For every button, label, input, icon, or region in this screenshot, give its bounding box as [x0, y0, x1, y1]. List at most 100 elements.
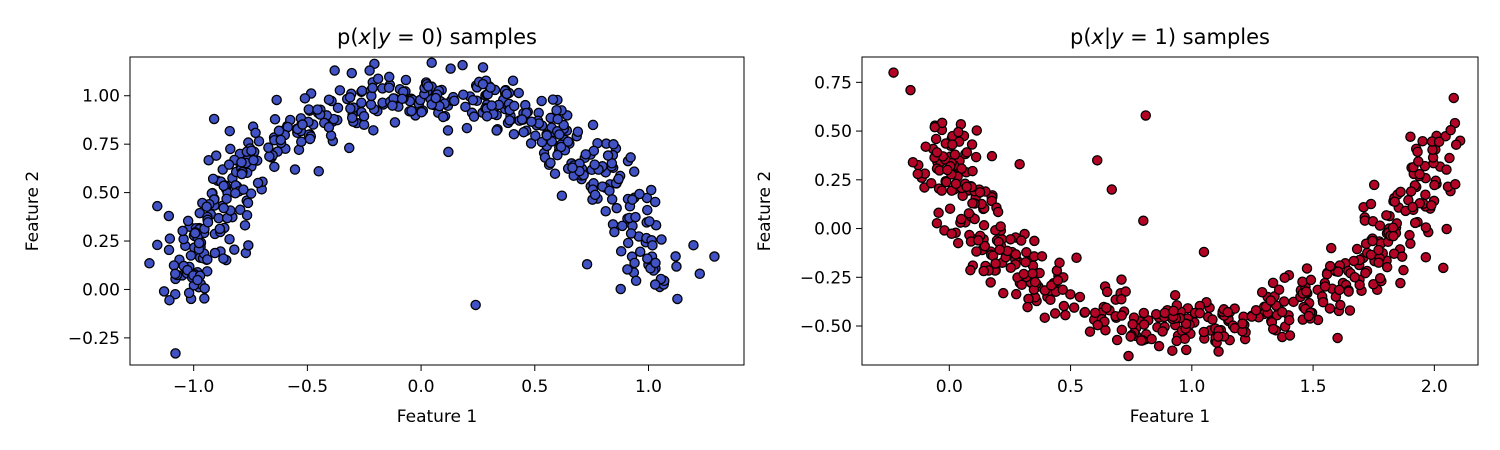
data-point [1433, 136, 1445, 148]
data-point [1020, 256, 1031, 268]
data-point [961, 147, 973, 158]
data-point [1420, 189, 1431, 201]
data-point [1250, 305, 1262, 316]
data-point [372, 73, 384, 84]
data-point [1071, 252, 1082, 263]
data-point [552, 113, 563, 125]
y-axis-ticks-y1: −0.50 −0.25 0.00 0.25 0.50 0.75 [800, 73, 862, 337]
data-point [589, 159, 600, 170]
data-point [925, 177, 937, 189]
data-point [1396, 251, 1408, 262]
data-point [1297, 276, 1308, 288]
data-point [457, 89, 469, 100]
data-point [1373, 257, 1384, 268]
y-tick-label: 1.00 [82, 87, 120, 107]
data-point [1054, 257, 1065, 269]
data-point [1146, 333, 1157, 345]
data-point [941, 176, 952, 188]
data-point [460, 101, 471, 113]
data-point [1068, 302, 1080, 313]
data-point [644, 216, 655, 227]
data-point [970, 151, 982, 163]
data-point [152, 200, 163, 212]
data-point [1284, 330, 1296, 341]
x-tick-label: 1.0 [1178, 377, 1205, 397]
data-point [304, 133, 316, 145]
data-point [1300, 286, 1312, 297]
data-point [426, 57, 437, 68]
data-point [1334, 284, 1345, 296]
data-point [230, 188, 241, 199]
data-point [213, 212, 224, 224]
data-point [978, 220, 990, 231]
data-point [1213, 346, 1224, 357]
data-point [549, 168, 561, 179]
data-point [656, 234, 667, 245]
data-point [526, 116, 537, 127]
data-point [470, 299, 481, 311]
data-point [225, 143, 236, 155]
data-point [443, 146, 454, 158]
data-point [1237, 318, 1248, 329]
data-point [423, 81, 434, 92]
data-point [946, 228, 957, 240]
data-point [628, 166, 640, 177]
data-point [275, 134, 286, 146]
data-point [649, 196, 661, 208]
data-point [671, 261, 682, 272]
data-point [1332, 332, 1343, 344]
y-axis-ticks-y0: −0.25 0.00 0.25 0.50 0.75 1.00 [68, 87, 130, 349]
scatter-panel-y0: −1.0 −0.5 0.0 0.5 1.0 −0.25 0.00 0.25 0.50 0.75 1… [23, 25, 745, 427]
data-point [942, 164, 953, 176]
data-point [1138, 319, 1150, 330]
data-point [1171, 335, 1182, 347]
data-point [508, 100, 520, 112]
data-point [912, 168, 924, 180]
data-point [449, 95, 460, 107]
data-point [1335, 299, 1346, 311]
data-point [224, 125, 236, 137]
data-point [580, 149, 592, 160]
data-point [1420, 222, 1432, 233]
data-point [1389, 196, 1401, 207]
data-point [396, 93, 408, 105]
data-point [1138, 215, 1149, 226]
scatter-points-y1 [888, 67, 1466, 362]
data-point [1405, 131, 1416, 142]
data-point [979, 240, 991, 252]
data-point [1414, 168, 1425, 180]
data-point [971, 125, 983, 136]
data-point [551, 104, 562, 116]
data-point [383, 71, 395, 83]
data-point [630, 275, 642, 287]
data-point [236, 157, 247, 168]
x-tick-label: 0.5 [521, 377, 548, 397]
data-point [250, 127, 261, 139]
data-point [313, 166, 324, 177]
data-point [611, 202, 622, 214]
data-point [920, 141, 931, 152]
data-point [1045, 294, 1056, 306]
data-point [1324, 303, 1336, 314]
data-point [642, 253, 653, 264]
data-point [672, 293, 683, 305]
data-point [1344, 305, 1356, 316]
data-point [343, 142, 355, 154]
data-point [1267, 323, 1279, 335]
data-point [199, 283, 210, 294]
data-point [617, 220, 628, 232]
y-tick-label: 0.25 [814, 171, 852, 191]
data-point [168, 260, 180, 271]
data-point [223, 159, 235, 170]
data-point [518, 126, 529, 138]
data-point [627, 194, 638, 205]
data-point [1138, 307, 1150, 319]
data-point [530, 130, 541, 141]
data-point [1417, 135, 1428, 147]
data-point [163, 244, 175, 256]
data-point [239, 220, 251, 231]
data-point [1368, 179, 1380, 191]
data-point [634, 188, 645, 200]
data-point [1016, 279, 1027, 291]
data-point [152, 239, 163, 251]
